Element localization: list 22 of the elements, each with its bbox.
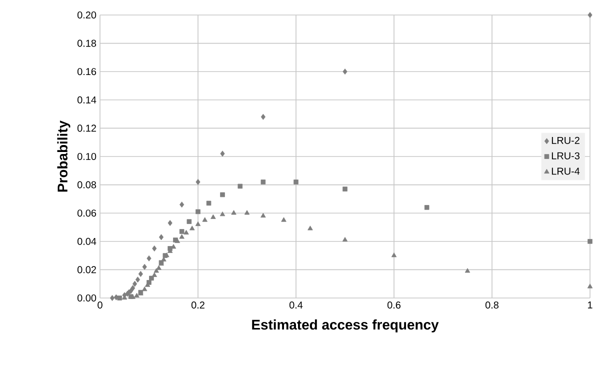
y-tick-label: 0.06 [77, 210, 96, 217]
y-tick-label: 0.12 [77, 124, 96, 132]
x-tick-label: 0.2 [191, 302, 204, 309]
x-tick-label: 0 [98, 302, 102, 309]
y-tick-label: 0.00 [77, 294, 96, 302]
legend-label: LRU-3 [552, 152, 580, 160]
x-tick-label: 0.6 [387, 302, 400, 309]
y-tick-label: 0.14 [77, 96, 96, 104]
legend-label: LRU-2 [552, 136, 580, 144]
y-tick-label: 0.10 [77, 152, 96, 160]
x-tick-label: 1 [588, 302, 592, 308]
legend-label: LRU-4 [552, 168, 580, 175]
y-axis-title: Probability [57, 120, 70, 192]
x-axis-title: Estimated access frequency [252, 319, 439, 332]
y-tick-label: 0.04 [77, 238, 96, 245]
y-tick-label: 0.20 [77, 11, 96, 19]
y-tick-label: 0.16 [77, 68, 96, 76]
x-tick-label: 0.8 [485, 302, 498, 309]
y-tick-label: 0.18 [77, 40, 96, 47]
y-tick-label: 0.08 [77, 181, 96, 188]
x-tick-label: 0.4 [289, 302, 303, 309]
y-tick-label: 0.02 [77, 266, 96, 274]
